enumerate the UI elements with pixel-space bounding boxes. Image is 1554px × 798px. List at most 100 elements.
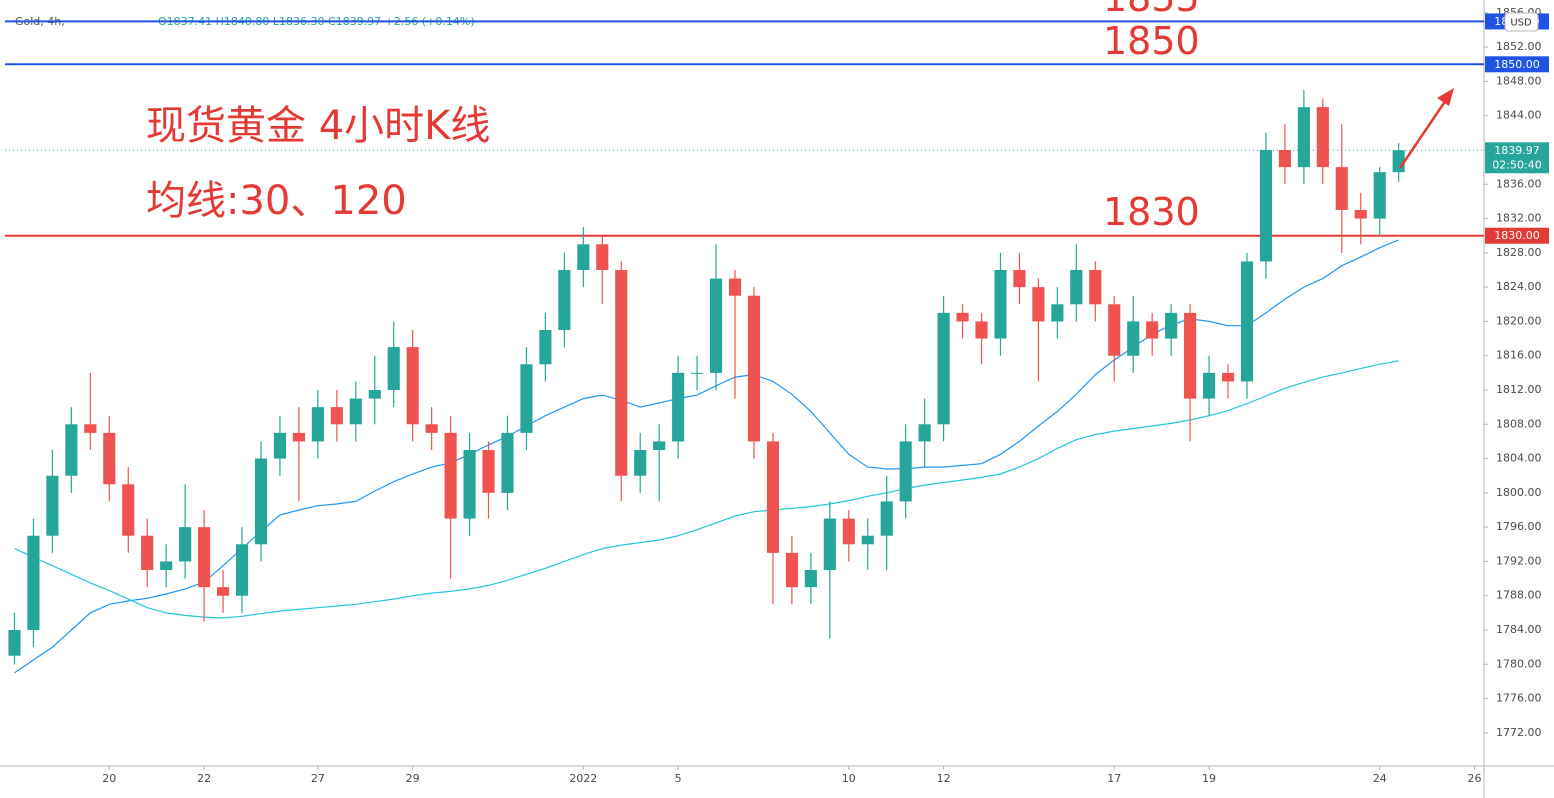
candle-body — [520, 364, 533, 433]
candle-body — [27, 535, 40, 630]
candle-body — [1146, 321, 1159, 339]
candle-body — [330, 407, 343, 425]
candle-body — [406, 347, 419, 425]
y-tick-label: 1776.00 — [1496, 692, 1542, 705]
y-tick-label: 1816.00 — [1496, 349, 1542, 362]
candle-body — [1108, 304, 1121, 356]
level-label: 1850 — [1103, 19, 1200, 63]
candle-body — [880, 501, 893, 536]
candle-body — [539, 330, 552, 365]
candle-body — [899, 441, 912, 502]
y-tick-label: 1796.00 — [1496, 520, 1542, 533]
candle-body — [216, 587, 230, 596]
candle-body — [273, 432, 287, 459]
candle-body — [141, 535, 154, 570]
level-label: 1830 — [1103, 190, 1200, 234]
y-tick-label: 1804.00 — [1496, 452, 1542, 465]
candle-body — [691, 372, 704, 374]
candle-body — [1240, 261, 1254, 382]
candle-body — [103, 432, 116, 485]
level-badge-label: 1850.00 — [1494, 58, 1540, 71]
candle-body — [1354, 210, 1367, 219]
currency-badge — [1504, 12, 1539, 32]
y-tick-label: 1780.00 — [1496, 657, 1542, 670]
candle-body — [1316, 107, 1329, 168]
y-tick-label: 1800.00 — [1496, 486, 1542, 499]
chart-title: 现货黄金 4小时K线 — [146, 103, 490, 149]
candle-body — [615, 270, 628, 476]
candle-body — [861, 535, 874, 545]
candle-body — [842, 518, 855, 545]
candle-body — [804, 570, 817, 588]
candle-body — [235, 544, 249, 596]
candle-body — [956, 312, 969, 322]
x-tick-label: 2022 — [569, 772, 597, 785]
candle-body — [387, 347, 400, 390]
candle-body — [1278, 150, 1291, 168]
y-tick-label: 1788.00 — [1496, 589, 1542, 602]
level-badge-label: 1830.00 — [1494, 229, 1540, 242]
level-badge — [1485, 56, 1549, 73]
x-tick-label: 19 — [1202, 772, 1216, 785]
moving-average — [14, 360, 1399, 619]
candle-body — [1127, 321, 1140, 356]
x-tick-label: 17 — [1107, 772, 1121, 785]
candle-body — [160, 561, 173, 570]
candle-body — [1202, 372, 1216, 399]
candle-body — [198, 527, 211, 588]
candle-body — [1259, 150, 1273, 262]
candle-body — [975, 321, 988, 339]
candle-body — [65, 424, 78, 476]
candle-body — [311, 407, 324, 442]
y-tick-label: 1844.00 — [1496, 109, 1542, 122]
candle-body — [1392, 150, 1405, 173]
candle-body — [84, 424, 97, 433]
candle-body — [1013, 270, 1026, 288]
arrow-head — [1437, 88, 1454, 106]
candle-body — [1373, 172, 1386, 219]
x-tick-label: 29 — [406, 772, 420, 785]
x-tick-label: 20 — [102, 772, 116, 785]
candle-body — [122, 484, 135, 536]
y-tick-label: 1808.00 — [1496, 417, 1542, 430]
candle-body — [634, 450, 647, 476]
y-tick-label: 1828.00 — [1496, 246, 1542, 259]
x-tick-label: 26 — [1468, 772, 1482, 785]
candle-body — [709, 278, 723, 373]
candle-body — [463, 450, 476, 519]
y-tick-label: 1848.00 — [1496, 74, 1542, 87]
candle-body — [1335, 167, 1348, 210]
y-tick-label: 1792.00 — [1496, 554, 1542, 567]
level-badge — [1485, 227, 1549, 244]
candle-body — [937, 312, 950, 425]
last-price-label: 1839.97 — [1494, 144, 1540, 157]
y-tick-label: 1772.00 — [1496, 726, 1542, 739]
candle-body — [1165, 312, 1178, 339]
x-tick-label: 24 — [1373, 772, 1387, 785]
x-tick-label: 27 — [311, 772, 325, 785]
y-tick-label: 1784.00 — [1496, 623, 1542, 636]
candle-body — [785, 552, 798, 588]
candle-body — [747, 295, 761, 442]
candle-body — [766, 441, 780, 553]
level-label: 1855 — [1103, 0, 1200, 20]
candle-body — [425, 424, 438, 433]
chart-subtitle: 均线:30、120 — [146, 178, 407, 224]
y-tick-label: 1852.00 — [1496, 40, 1542, 53]
x-tick-label: 22 — [197, 772, 211, 785]
candle-body — [728, 278, 742, 296]
candle-body — [349, 398, 362, 425]
candle-body — [1297, 107, 1310, 168]
candle-body — [672, 372, 685, 442]
arrow-shaft — [1398, 99, 1448, 169]
candle-body — [46, 475, 59, 536]
candle-body — [653, 441, 666, 450]
y-tick-label: 1836.00 — [1496, 177, 1542, 190]
candle-body — [1184, 312, 1197, 399]
candle-body — [1032, 287, 1045, 322]
candle-body — [918, 424, 931, 442]
y-tick-label: 1820.00 — [1496, 314, 1542, 327]
y-tick-label: 1824.00 — [1496, 280, 1542, 293]
candle-body — [1221, 372, 1235, 382]
